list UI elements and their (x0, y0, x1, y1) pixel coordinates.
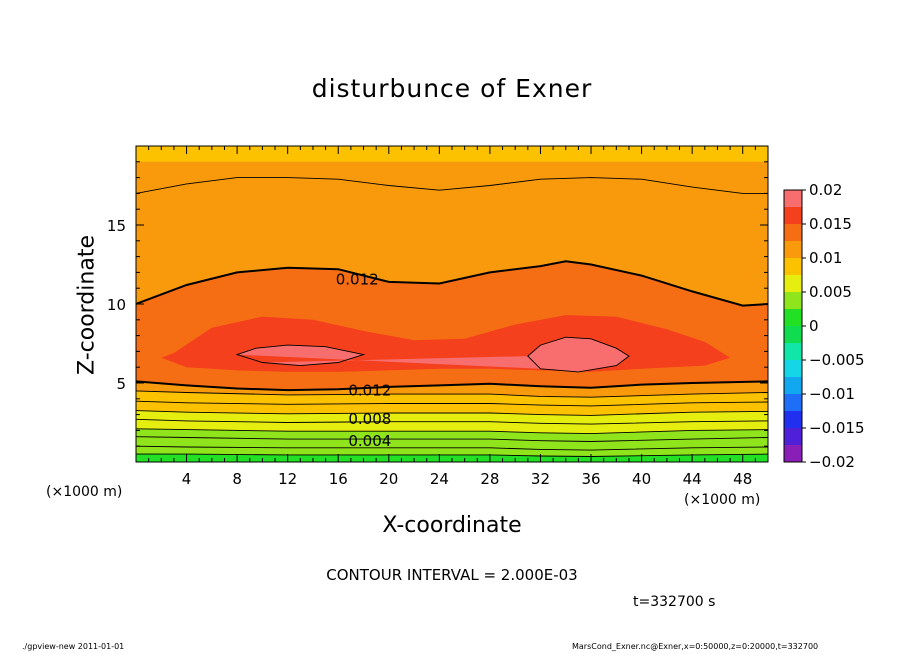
colorbar-segment-7 (784, 326, 802, 343)
filled-band-4 (136, 161, 768, 398)
colorbar-label-8: −0.02 (809, 453, 855, 471)
colorbar-segment-15 (784, 190, 802, 207)
contour-line-8 (136, 380, 768, 392)
x-tick-label-48: 48 (733, 470, 752, 488)
y-tick-label-15: 15 (107, 217, 126, 235)
colorbar-label-4: 0 (809, 317, 819, 335)
contour-label-3: 0.004 (348, 432, 391, 450)
contour-label-0: 0.012 (336, 271, 379, 289)
contour-interval-note: CONTOUR INTERVAL = 2.000E-03 (326, 566, 578, 584)
colorbar-label-5: −0.005 (809, 351, 865, 369)
chart-title: disturbunce of Exner (311, 74, 593, 103)
time-annotation: t=332700 s (633, 594, 716, 610)
colorbar-segment-3 (784, 394, 802, 411)
contour-line-10 (136, 177, 768, 194)
contour-line-3 (136, 428, 768, 435)
colorbar-segment-0 (784, 445, 802, 462)
contour-line-12 (527, 336, 630, 373)
x-tick-label-36: 36 (581, 470, 600, 488)
filled-band-0 (136, 453, 768, 462)
contour-line-2 (136, 436, 768, 442)
colorbar-segment-11 (784, 258, 802, 275)
contour-line-4 (136, 418, 768, 425)
contour-line-9 (136, 260, 768, 307)
colorbar-label-1: 0.015 (809, 215, 852, 233)
x-tick-label-8: 8 (232, 470, 242, 488)
colorbar-segment-5 (784, 360, 802, 377)
colorbar-label-2: 0.01 (809, 249, 842, 267)
x-tick-label-28: 28 (480, 470, 499, 488)
x-tick-label-44: 44 (683, 470, 702, 488)
colorbar-segment-2 (784, 411, 802, 428)
x-tick-label-20: 20 (379, 470, 398, 488)
colorbar-segment-9 (784, 292, 802, 309)
colorbar-segment-12 (784, 241, 802, 258)
colorbar-label-6: −0.01 (809, 385, 855, 403)
colorbar-segment-4 (784, 377, 802, 394)
plot-area (136, 146, 768, 462)
colorbar-segment-6 (784, 343, 802, 360)
colorbar-segment-14 (784, 207, 802, 224)
colorbar-label-3: 0.005 (809, 283, 852, 301)
y-axis-unit: (×1000 m) (46, 484, 123, 500)
contour-line-11 (235, 344, 366, 367)
x-tick-label-24: 24 (430, 470, 449, 488)
x-tick-label-16: 16 (329, 470, 348, 488)
y-tick-label-5: 5 (116, 375, 126, 393)
x-axis-label: X-coordinate (382, 513, 522, 538)
colorbar-label-7: −0.015 (809, 419, 865, 437)
x-tick-label-32: 32 (531, 470, 550, 488)
colorbar-segment-8 (784, 309, 802, 326)
filled-band-1 (136, 428, 768, 457)
y-tick-label-10: 10 (107, 296, 126, 314)
contour-label-1: 0.012 (348, 381, 391, 399)
contour-line-6 (136, 400, 768, 407)
contour-line-1 (136, 445, 768, 451)
x-tick-label-12: 12 (278, 470, 297, 488)
contour-label-2: 0.008 (348, 410, 391, 428)
colorbar-segment-10 (784, 275, 802, 292)
x-tick-label-4: 4 (182, 470, 192, 488)
contour-line-7 (136, 390, 768, 398)
filled-band-7 (237, 337, 629, 372)
x-axis-unit: (×1000 m) (684, 492, 761, 508)
footer-program-date: ./gpview-new 2011-01-01 (22, 642, 125, 651)
colorbar-label-0: 0.02 (809, 181, 842, 199)
colorbar-segment-13 (784, 224, 802, 241)
footer-data-source: MarsCond_Exner.nc@Exner,x=0:50000,z=0:20… (572, 642, 819, 651)
colorbar-segment-1 (784, 428, 802, 445)
x-tick-label-40: 40 (632, 470, 651, 488)
contour-line-5 (136, 410, 768, 416)
